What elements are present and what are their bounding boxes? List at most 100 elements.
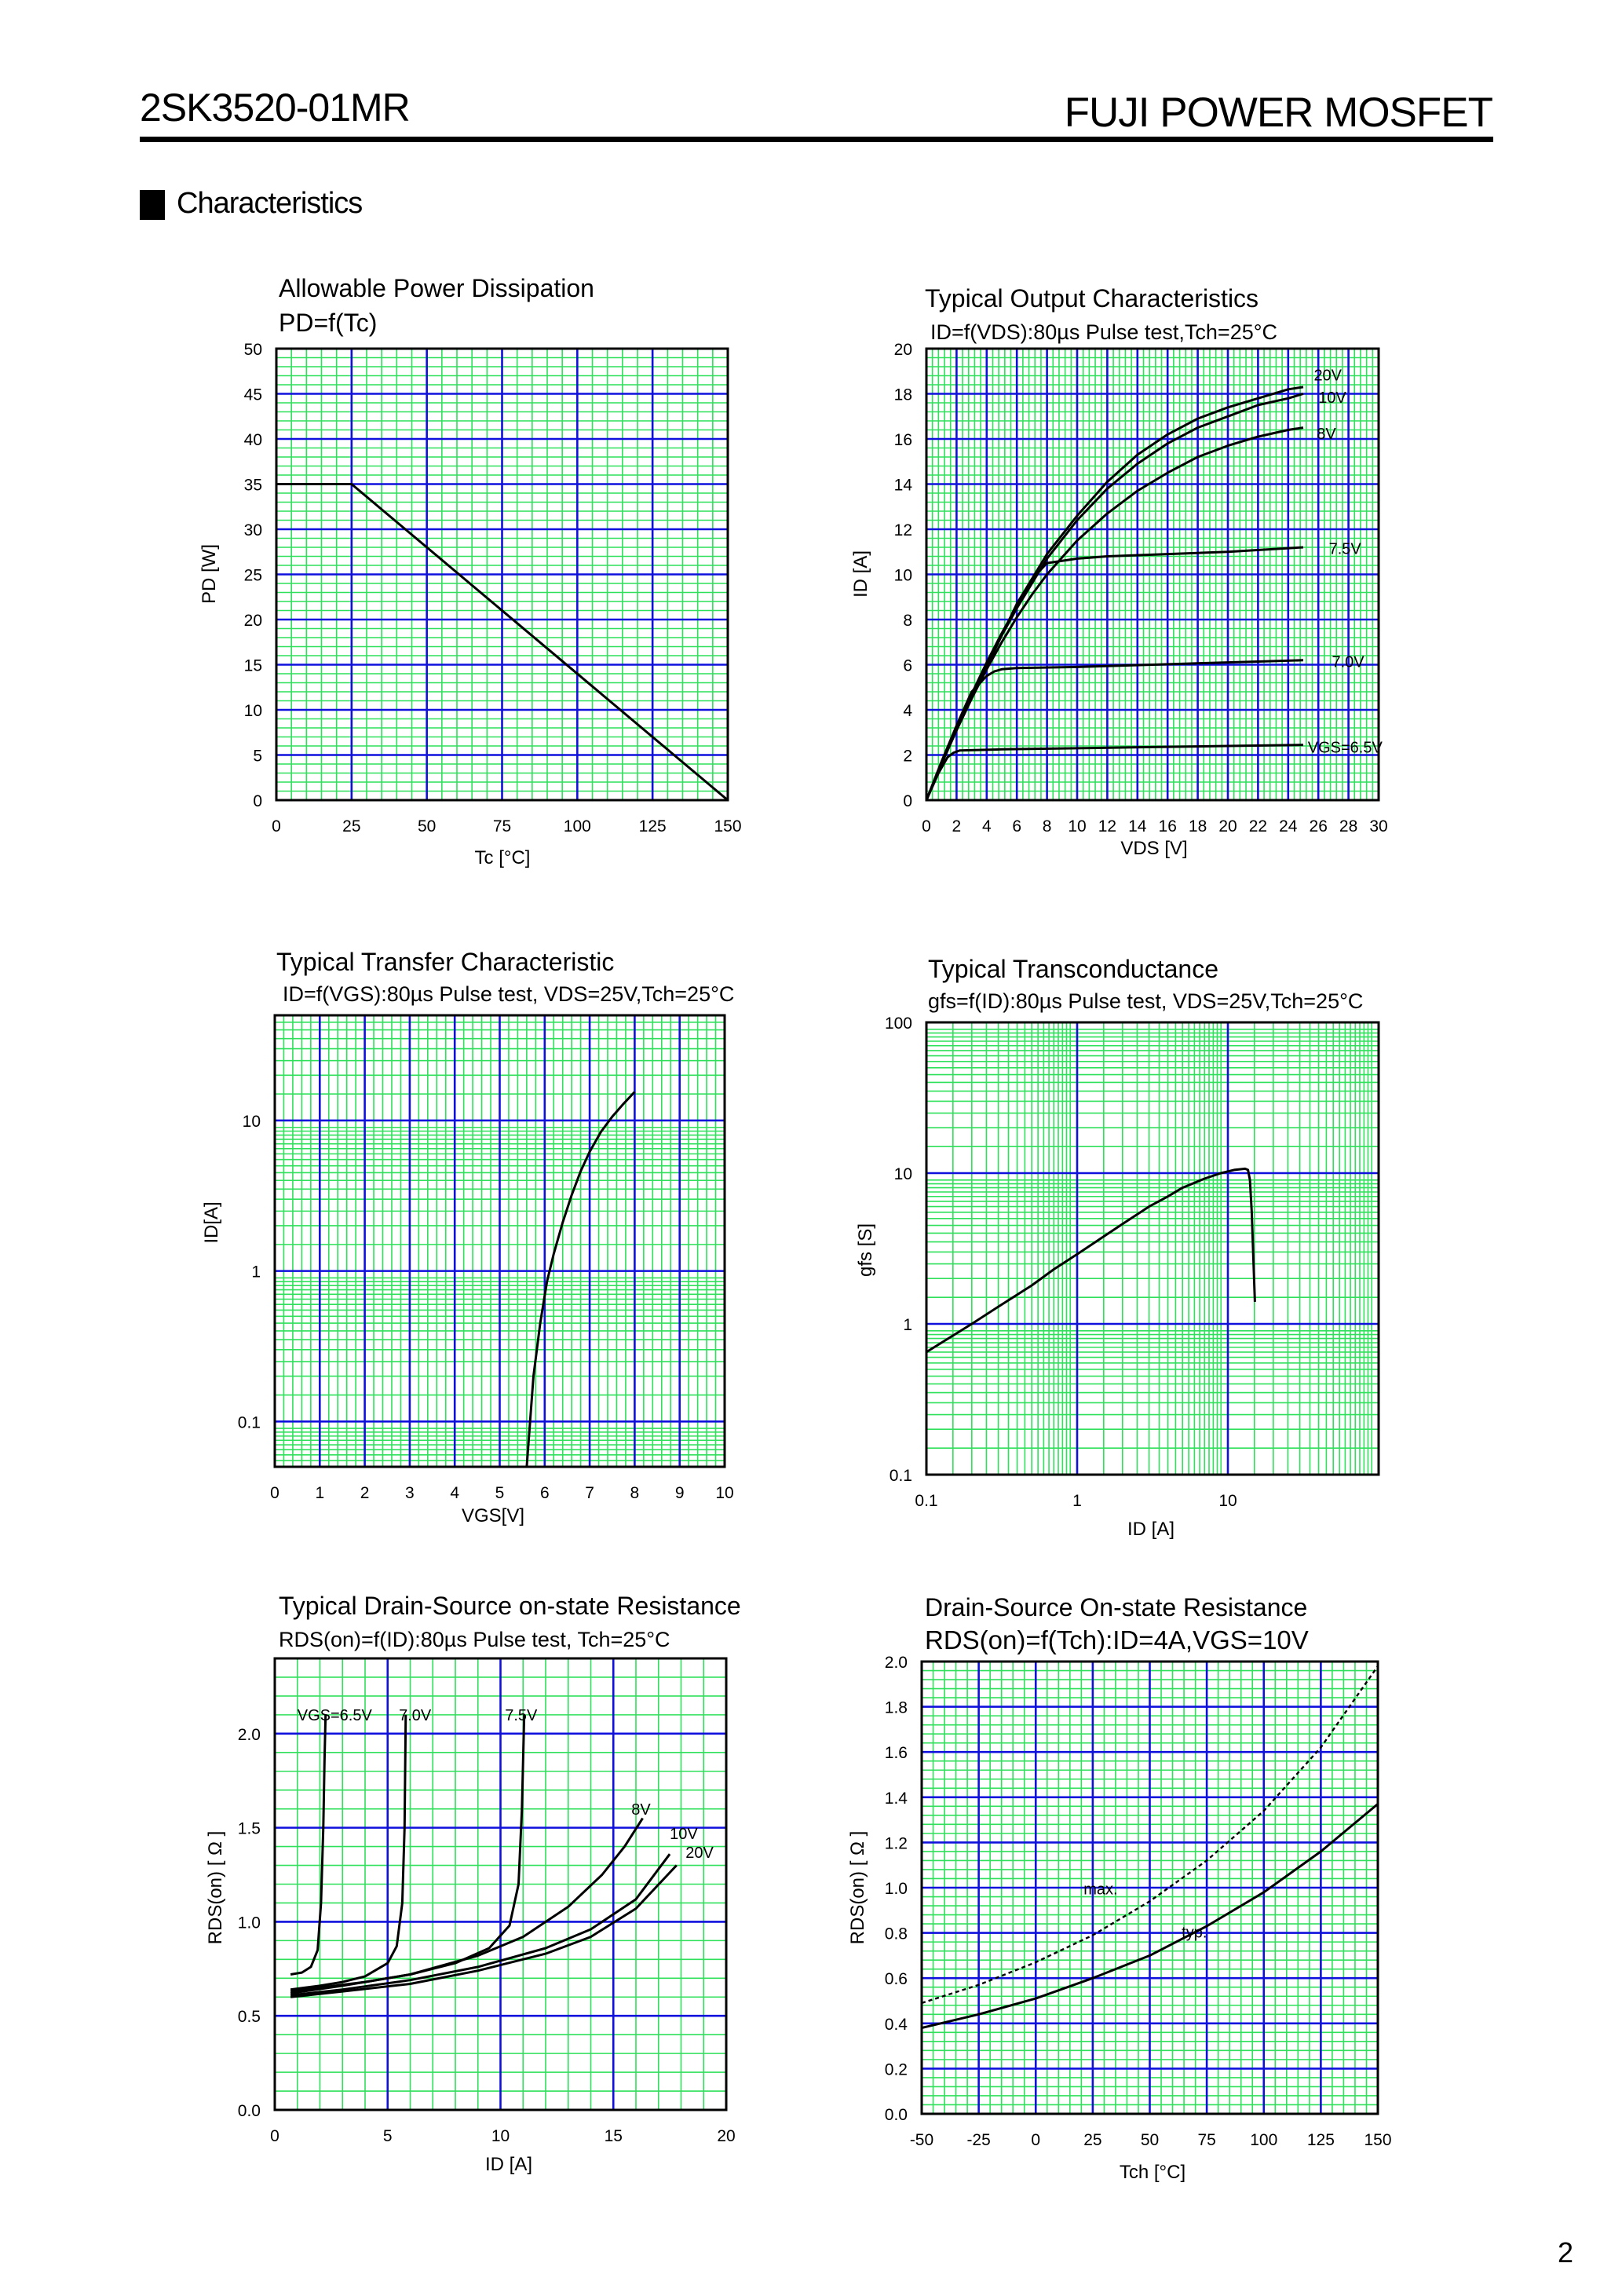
x-axis-label: ID [A] xyxy=(485,2154,532,2175)
x-axis-label: VGS[V] xyxy=(462,1505,524,1526)
y-tick-label: 2.0 xyxy=(238,1726,261,1744)
y-tick-label: 45 xyxy=(244,386,262,404)
page-number: 2 xyxy=(1557,2236,1573,2269)
x-tick-label: 2 xyxy=(952,817,962,835)
x-tick-label: 0 xyxy=(270,1484,279,1502)
x-tick-label: -50 xyxy=(910,2131,933,2149)
manufacturer-title: FUJI POWER MOSFET xyxy=(1064,90,1493,136)
x-tick-label: 0.1 xyxy=(915,1492,937,1510)
y-tick-label: 0.1 xyxy=(890,1467,912,1485)
series-annotation: 20V xyxy=(685,1844,714,1862)
x-tick-label: 5 xyxy=(495,1484,505,1502)
y-tick-label: 0.5 xyxy=(238,2008,261,2026)
y-tick-label: 12 xyxy=(894,521,912,539)
series-7-5v xyxy=(925,546,1304,801)
x-tick-label: -25 xyxy=(966,2131,990,2149)
series-annotation: VGS=6.5V xyxy=(1308,740,1383,757)
series-annotation: max. xyxy=(1083,1881,1117,1899)
y-tick-label: 10 xyxy=(894,567,912,585)
y-tick-label: 20 xyxy=(244,612,262,630)
chart-title: Typical Output Characteristics xyxy=(925,284,1259,313)
y-axis-label: gfs [S] xyxy=(855,1223,876,1277)
minor-grid xyxy=(274,1015,725,1468)
series-vgs-6-5v xyxy=(925,744,1304,801)
y-tick-label: 1.5 xyxy=(238,1820,261,1838)
x-tick-label: 100 xyxy=(1250,2131,1277,2149)
x-tick-label: 150 xyxy=(1364,2131,1391,2149)
x-tick-label: 0 xyxy=(270,2127,279,2145)
y-tick-label: 10 xyxy=(243,1113,261,1131)
x-tick-label: 10 xyxy=(1218,1492,1237,1510)
series-typ xyxy=(921,1803,1379,2030)
y-tick-label: 16 xyxy=(894,431,912,449)
x-tick-label: 1 xyxy=(1072,1492,1082,1510)
x-tick-label: 4 xyxy=(450,1484,459,1502)
series-annotation: 20V xyxy=(1313,367,1342,384)
y-tick-label: 1.6 xyxy=(885,1744,908,1762)
section-title: Characteristics xyxy=(177,187,363,220)
y-tick-label: 10 xyxy=(894,1165,912,1183)
section-bullet xyxy=(140,190,165,220)
series-id xyxy=(525,1091,636,1468)
x-tick-label: 28 xyxy=(1339,817,1357,835)
y-axis-label: PD [W] xyxy=(199,544,220,604)
x-tick-label: 22 xyxy=(1249,817,1267,835)
series-annotation: 7.5V xyxy=(1329,541,1362,558)
series-pd xyxy=(276,483,729,802)
plot-area xyxy=(925,1021,1380,1476)
y-tick-label: 1.0 xyxy=(885,1880,908,1898)
y-tick-label: 0.8 xyxy=(885,1925,908,1943)
x-tick-label: 10 xyxy=(491,2127,510,2145)
x-tick-label: 125 xyxy=(639,817,667,835)
x-tick-label: 30 xyxy=(1369,817,1387,835)
y-tick-label: 1 xyxy=(903,1316,912,1334)
x-tick-label: 75 xyxy=(493,817,511,835)
x-axis-label: Tch [°C] xyxy=(1120,2162,1185,2183)
plot-frame xyxy=(275,347,729,802)
series-annotation: VGS=6.5V xyxy=(298,1707,373,1724)
chart-subtitle: ID=f(VGS):80µs Pulse test, VDS=25V,Tch=2… xyxy=(283,982,734,1006)
x-tick-label: 5 xyxy=(383,2127,393,2145)
chart-title: Allowable Power Dissipation xyxy=(279,274,594,302)
x-tick-label: 18 xyxy=(1189,817,1207,835)
series-gfs xyxy=(926,1167,1256,1354)
x-tick-label: 20 xyxy=(717,2127,735,2145)
x-tick-label: 26 xyxy=(1310,817,1328,835)
series-20v xyxy=(290,1864,678,1998)
y-tick-label: 0.4 xyxy=(885,2016,908,2034)
header-rule xyxy=(140,137,1493,142)
y-tick-label: 100 xyxy=(885,1015,912,1033)
y-tick-label: 6 xyxy=(903,657,912,675)
plot-frame xyxy=(920,1660,1379,2115)
series-annotation: 7.0V xyxy=(1332,653,1364,671)
plot-area xyxy=(273,1014,726,1468)
x-tick-label: 100 xyxy=(564,817,591,835)
x-tick-label: 6 xyxy=(540,1484,550,1502)
y-tick-label: 0.2 xyxy=(885,2060,908,2078)
y-tick-label: 10 xyxy=(244,702,262,720)
x-tick-label: 4 xyxy=(982,817,992,835)
chart-subtitle: ID=f(VDS):80µs Pulse test,Tch=25°C xyxy=(930,320,1277,344)
series-annotation: typ. xyxy=(1182,1924,1207,1941)
y-axis-label: RDS(on) [ Ω ] xyxy=(205,1831,226,1945)
x-tick-label: 16 xyxy=(1159,817,1177,835)
y-tick-label: 35 xyxy=(244,477,262,495)
plot-frame xyxy=(925,1021,1380,1476)
series-10v xyxy=(290,1853,671,1997)
part-number: 2SK3520-01MR xyxy=(140,86,411,130)
x-tick-label: 150 xyxy=(714,817,741,835)
y-tick-label: 50 xyxy=(244,341,262,359)
y-tick-label: 1.8 xyxy=(885,1699,908,1717)
plot-frame xyxy=(925,347,1380,802)
y-tick-label: 2.0 xyxy=(885,1654,908,1672)
x-tick-label: 9 xyxy=(675,1484,685,1502)
major-grid xyxy=(925,347,1380,802)
plot-area xyxy=(920,1660,1379,2115)
plot-area xyxy=(273,1657,728,2111)
